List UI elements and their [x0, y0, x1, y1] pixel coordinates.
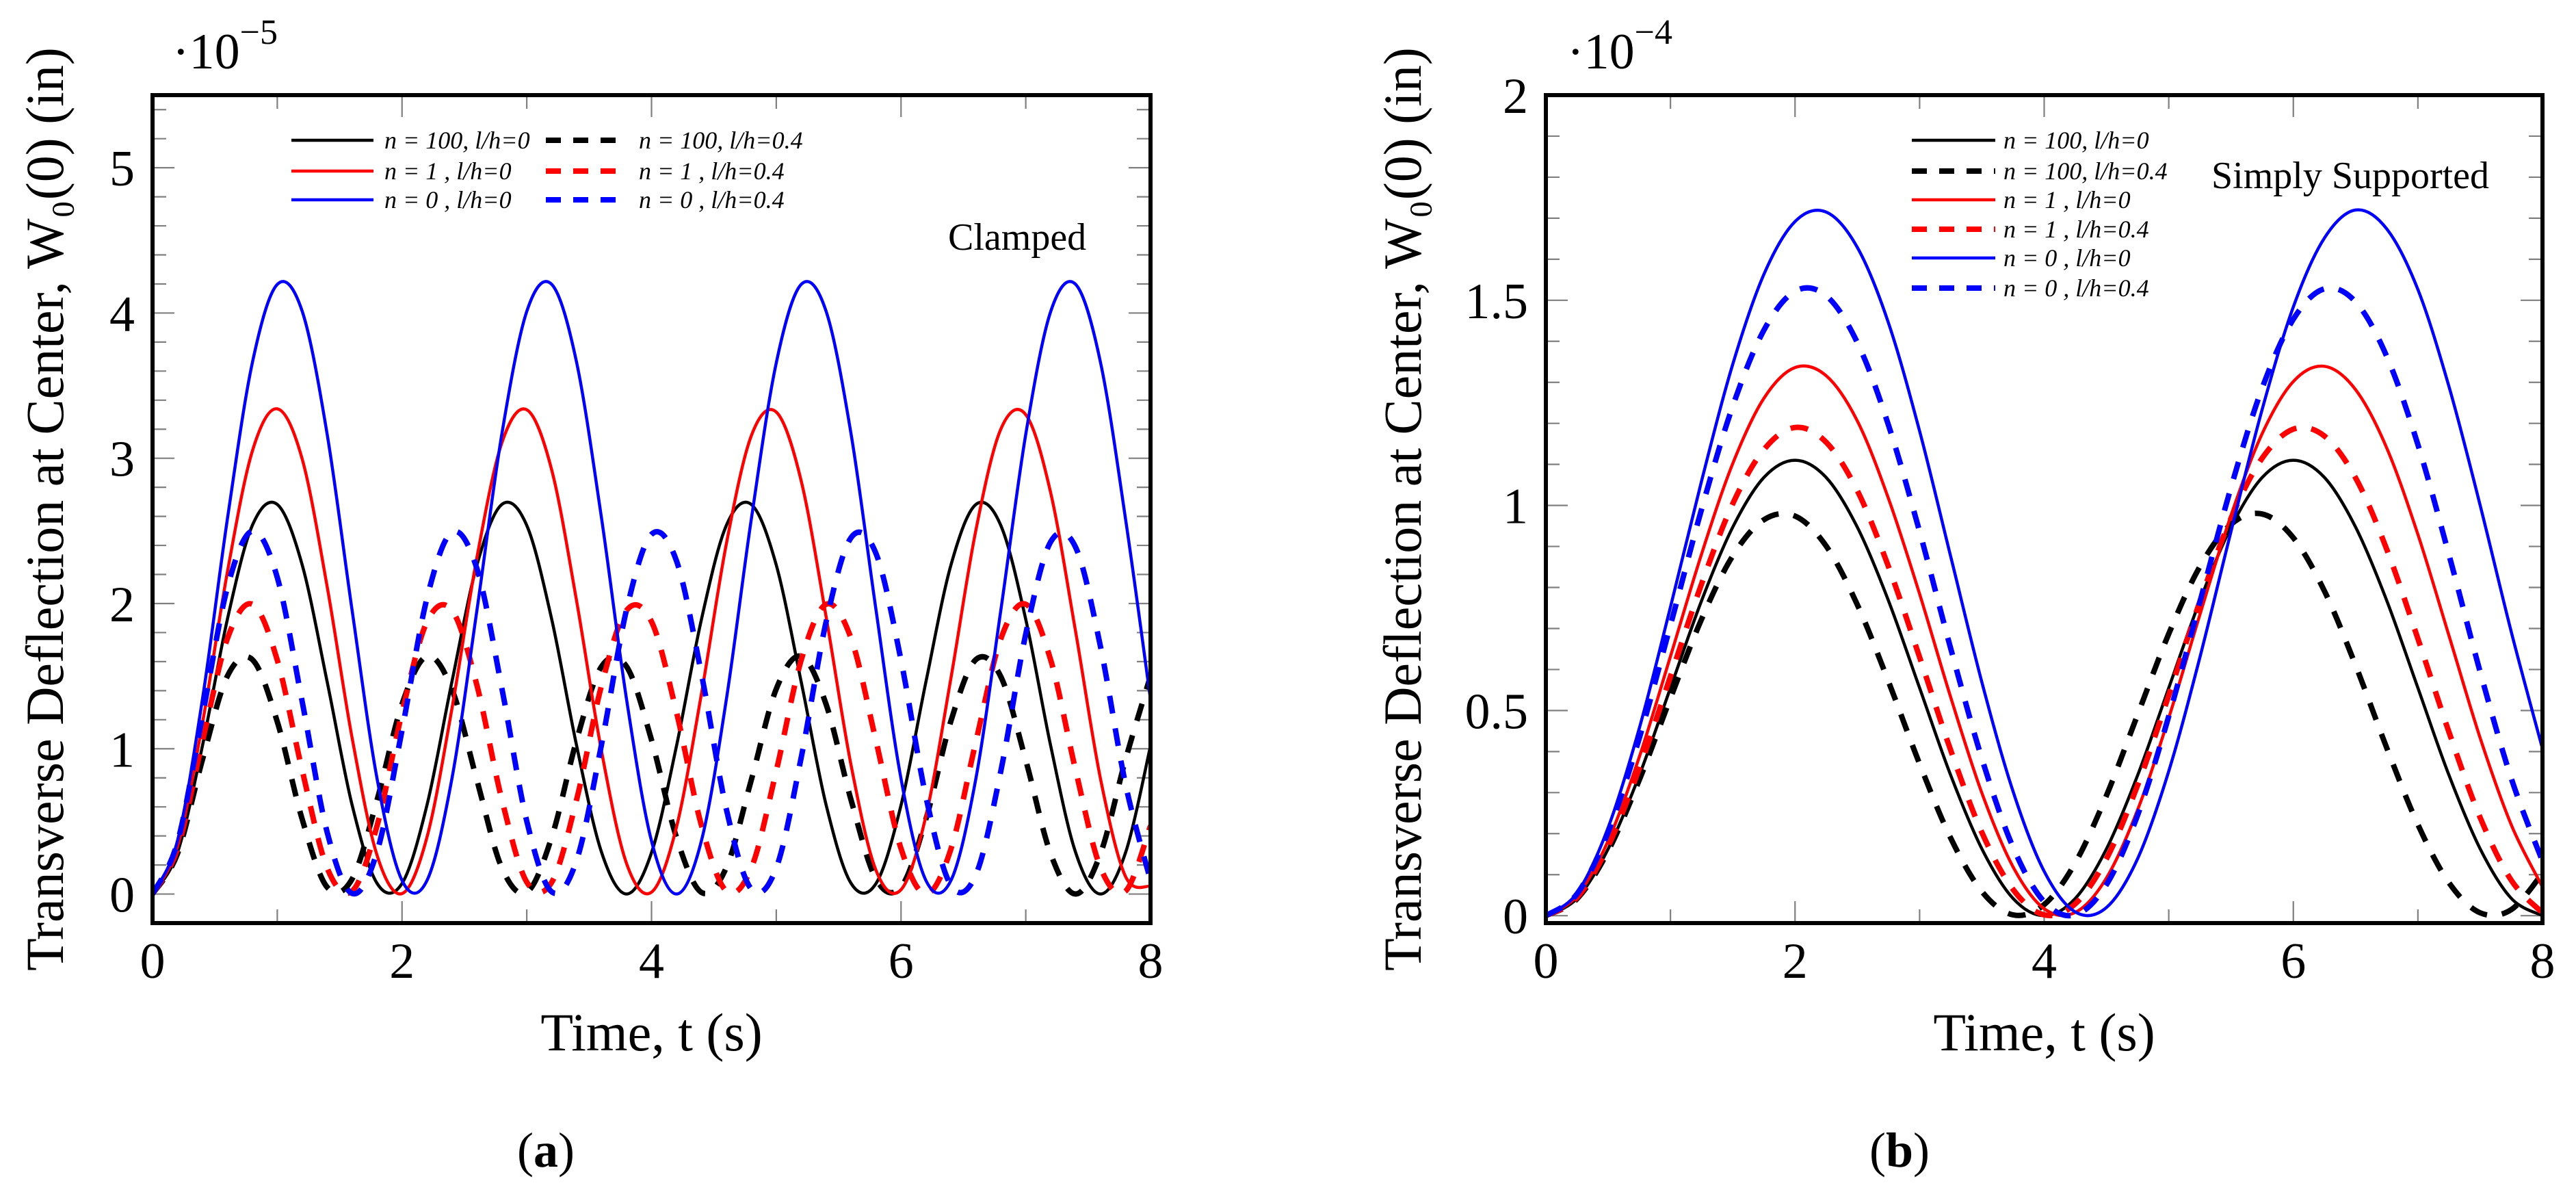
- y-tick-label: 2: [1503, 68, 1528, 125]
- paren-close: ): [558, 1123, 575, 1178]
- axis-ticks: [151, 95, 1152, 924]
- legend-label: n = 100, l/h=0: [384, 127, 530, 154]
- legend-label: n = 1 , l/h=0: [2003, 186, 2131, 213]
- legend-entry: n = 100, l/h=0.4: [1912, 157, 2168, 185]
- legend-entry: n = 0 , l/h=0.4: [546, 186, 785, 213]
- series-group: [153, 280, 1151, 897]
- x-axis-title: Time, t (s): [540, 1002, 762, 1062]
- legend-entry: n = 1 , l/h=0: [1912, 186, 2131, 213]
- series-group: [1546, 208, 2542, 919]
- legend-entry: n = 0 , l/h=0: [291, 186, 512, 213]
- y-axis-title: Transverse Deflection at Center, W₀(0) (…: [1373, 47, 1432, 971]
- x-tick-label: 0: [1534, 933, 1559, 989]
- series-line-4: [1546, 208, 2542, 918]
- series-line-0: [1546, 458, 2542, 918]
- legend-label: n = 100, l/h=0.4: [2003, 157, 2168, 185]
- x-tick-label: 6: [889, 933, 914, 989]
- x-tick-label: 0: [140, 933, 166, 989]
- x-tick-label: 6: [2281, 933, 2306, 989]
- panel-label: (a): [517, 1123, 575, 1178]
- series-line-1: [1546, 510, 2542, 918]
- x-tick-label: 4: [639, 933, 664, 989]
- x-tick-label: 4: [2032, 933, 2057, 989]
- multiplier-base: ·10: [1567, 24, 1635, 80]
- series-line-5: [1546, 285, 2542, 919]
- panel-letter: b: [1886, 1123, 1913, 1178]
- legend-entry: n = 100, l/h=0: [291, 127, 530, 154]
- panel-label: (b): [1869, 1123, 1930, 1178]
- x-tick-label: 8: [1138, 933, 1164, 989]
- y-tick-label: 4: [109, 286, 135, 342]
- legend-label: n = 0 , l/h=0.4: [639, 186, 785, 213]
- multiplier-exponent: −4: [1635, 13, 1672, 52]
- y-tick-label: 1: [1503, 479, 1528, 535]
- legend-label: n = 1 , l/h=0: [384, 157, 512, 185]
- series-line-3: [1546, 424, 2542, 918]
- plot-frame: [150, 93, 1153, 925]
- chart-panel-a: 0 2 4 6 8 0 1 2 3 4 5 Time, t (s) Transverse Deflect…: [15, 13, 1164, 1178]
- y-tick-label: 1.5: [1465, 274, 1529, 330]
- y-tick-label: 0.5: [1465, 684, 1529, 740]
- series-line-3: [153, 601, 1151, 897]
- series-line-1: [153, 653, 1151, 897]
- legend-label: n = 0 , l/h=0: [384, 186, 512, 213]
- y-tick-label: 1: [109, 722, 135, 778]
- legend-entry: n = 1 , l/h=0.4: [546, 157, 785, 185]
- legend-label: n = 100, l/h=0.4: [639, 127, 803, 154]
- multiplier-base: ·10: [172, 24, 240, 80]
- plot-frame: [1544, 93, 2545, 925]
- legend-label: n = 1 , l/h=0.4: [639, 157, 785, 185]
- legend-label: n = 100, l/h=0: [2003, 127, 2149, 154]
- panel-letter: a: [534, 1123, 558, 1178]
- x-tick-label: 2: [1783, 933, 1808, 989]
- y-axis-multiplier: ·10−5: [172, 13, 278, 80]
- series-line-4: [153, 280, 1151, 896]
- y-tick-label: 3: [109, 432, 135, 488]
- boundary-condition-label: Simply Supported: [2211, 155, 2489, 197]
- x-tick-label: 2: [389, 933, 415, 989]
- paren-open: (: [1869, 1123, 1886, 1178]
- y-axis-multiplier: ·10−4: [1567, 13, 1672, 80]
- legend-entry: n = 1 , l/h=0: [291, 157, 512, 185]
- y-axis-title: Transverse Deflection at Center, W₀(0) (…: [15, 47, 75, 971]
- legend-entry: n = 100, l/h=0.4: [546, 127, 803, 154]
- y-tick-label: 0: [109, 868, 135, 924]
- y-tick-label: 2: [109, 577, 135, 633]
- legend-entry: n = 1 , l/h=0.4: [1912, 216, 2149, 243]
- series-line-5: [153, 528, 1151, 897]
- legend: n = 100, l/h=0n = 100, l/h=0.4n = 1 , l/…: [1912, 127, 2168, 302]
- legend-entry: n = 100, l/h=0: [1912, 127, 2149, 154]
- y-tick-label: 5: [109, 141, 135, 197]
- multiplier-exponent: −5: [240, 13, 278, 52]
- y-tick-label: 0: [1503, 889, 1528, 945]
- chart-panel-b: 0 2 4 6 8 0 0.5 1 1.5 2 Time, t (s) Transverse Defl…: [1373, 13, 2555, 1178]
- legend-label: n = 0 , l/h=0: [2003, 244, 2131, 272]
- legend-label: n = 0 , l/h=0.4: [2003, 274, 2149, 302]
- x-axis-title: Time, t (s): [1933, 1002, 2155, 1062]
- series-line-2: [153, 407, 1151, 896]
- legend-entry: n = 0 , l/h=0.4: [1912, 274, 2149, 302]
- legend: n = 100, l/h=0 n = 100, l/h=0.4 n = 1 , l/…: [291, 127, 803, 213]
- paren-open: (: [517, 1123, 534, 1178]
- boundary-condition-label: Clamped: [948, 216, 1086, 259]
- paren-close: ): [1913, 1123, 1930, 1178]
- legend-entry: n = 0 , l/h=0: [1912, 244, 2131, 272]
- series-line-2: [1546, 364, 2542, 918]
- legend-label: n = 1 , l/h=0.4: [2003, 216, 2149, 243]
- x-tick-label: 8: [2530, 933, 2555, 989]
